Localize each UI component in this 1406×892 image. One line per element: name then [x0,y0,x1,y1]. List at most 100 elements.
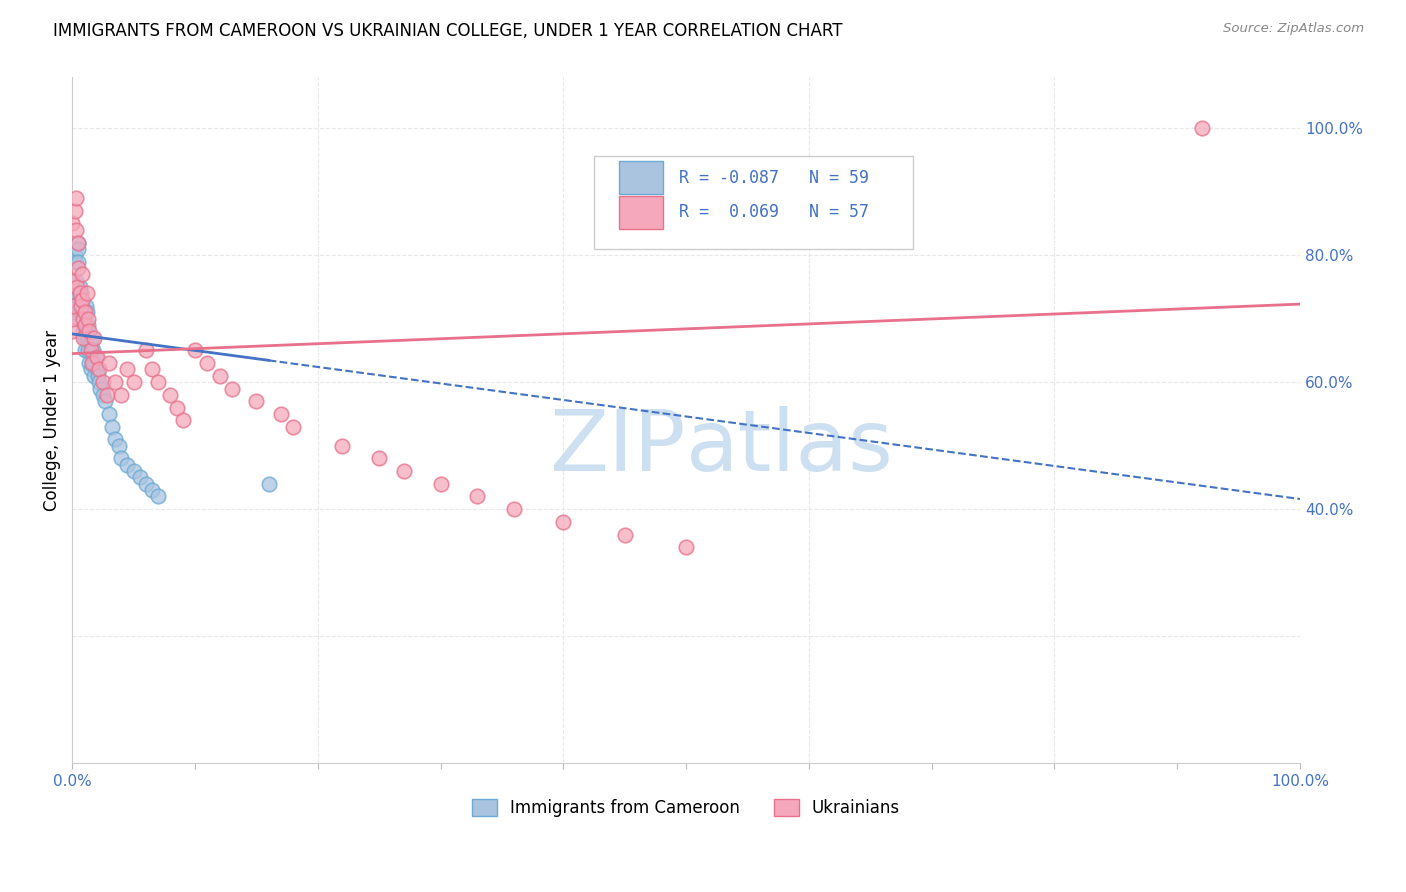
Point [73,343,96,358]
Point [83,356,105,370]
Text: Source: ZipAtlas.com: Source: ZipAtlas.com [1223,22,1364,36]
Point [195,356,218,370]
FancyBboxPatch shape [619,195,662,229]
Point [62,299,84,313]
Point [67,260,90,275]
Point [76,286,98,301]
Point [83,331,105,345]
Point [67,254,90,268]
Text: IMMIGRANTS FROM CAMEROON VS UKRAINIAN COLLEGE, UNDER 1 YEAR CORRELATION CHART: IMMIGRANTS FROM CAMEROON VS UKRAINIAN CO… [53,22,844,40]
Point [60,274,83,288]
Point [117,458,139,472]
Point [70,267,93,281]
Point [70,305,93,319]
Point [675,541,697,555]
Point [148,375,170,389]
Point [80,331,103,345]
Point [60,299,83,313]
Point [76,331,98,345]
Point [80,356,103,370]
Point [184,343,207,358]
FancyBboxPatch shape [619,161,662,194]
Y-axis label: College, Under 1 year: College, Under 1 year [44,330,60,511]
Point [122,375,145,389]
Point [69,280,91,294]
Point [117,362,139,376]
FancyBboxPatch shape [595,156,914,249]
Point [65,286,87,301]
Point [65,299,87,313]
Point [245,394,267,409]
Point [60,286,83,301]
Point [128,470,150,484]
Point [91,375,114,389]
Point [553,515,575,529]
Point [98,356,121,370]
Point [72,311,94,326]
Point [66,305,89,319]
Point [77,311,100,326]
Point [96,388,118,402]
Point [76,305,98,319]
Point [87,368,110,383]
Point [208,368,231,383]
Point [72,311,94,326]
Point [67,235,90,250]
Point [104,433,127,447]
Text: atlas: atlas [686,406,894,489]
Point [69,299,91,313]
Point [110,451,132,466]
Point [69,305,91,319]
Point [110,388,132,402]
Point [69,299,91,313]
Point [467,490,489,504]
Point [94,394,117,409]
Point [86,350,108,364]
Point [60,325,83,339]
Point [69,286,91,301]
Point [89,362,111,376]
Point [63,254,86,268]
Point [63,203,86,218]
Point [82,343,104,358]
Point [89,375,111,389]
Point [65,274,87,288]
Point [89,382,111,396]
Point [60,311,83,326]
Point [503,502,526,516]
Point [66,280,89,294]
Point [122,464,145,478]
Point [86,362,108,376]
Point [70,293,93,307]
Point [91,388,114,402]
Point [72,325,94,339]
Point [1191,121,1213,136]
Point [79,331,101,345]
Point [79,362,101,376]
Point [77,318,100,332]
Point [83,368,105,383]
Point [70,293,93,307]
Point [283,419,305,434]
Point [75,299,97,313]
Point [172,413,194,427]
Point [613,527,636,541]
Point [368,451,391,466]
Point [73,305,96,319]
Point [108,439,131,453]
Point [60,305,83,319]
Point [65,223,87,237]
Point [330,439,353,453]
Text: R =  0.069   N = 57: R = 0.069 N = 57 [679,203,869,221]
Point [141,362,163,376]
Point [72,331,94,345]
Point [84,350,107,364]
Point [392,464,415,478]
Point [73,318,96,332]
Point [135,343,157,358]
Point [159,388,181,402]
Point [79,337,101,351]
Legend: Immigrants from Cameroon, Ukrainians: Immigrants from Cameroon, Ukrainians [465,792,907,823]
Point [67,242,90,256]
Point [135,476,157,491]
